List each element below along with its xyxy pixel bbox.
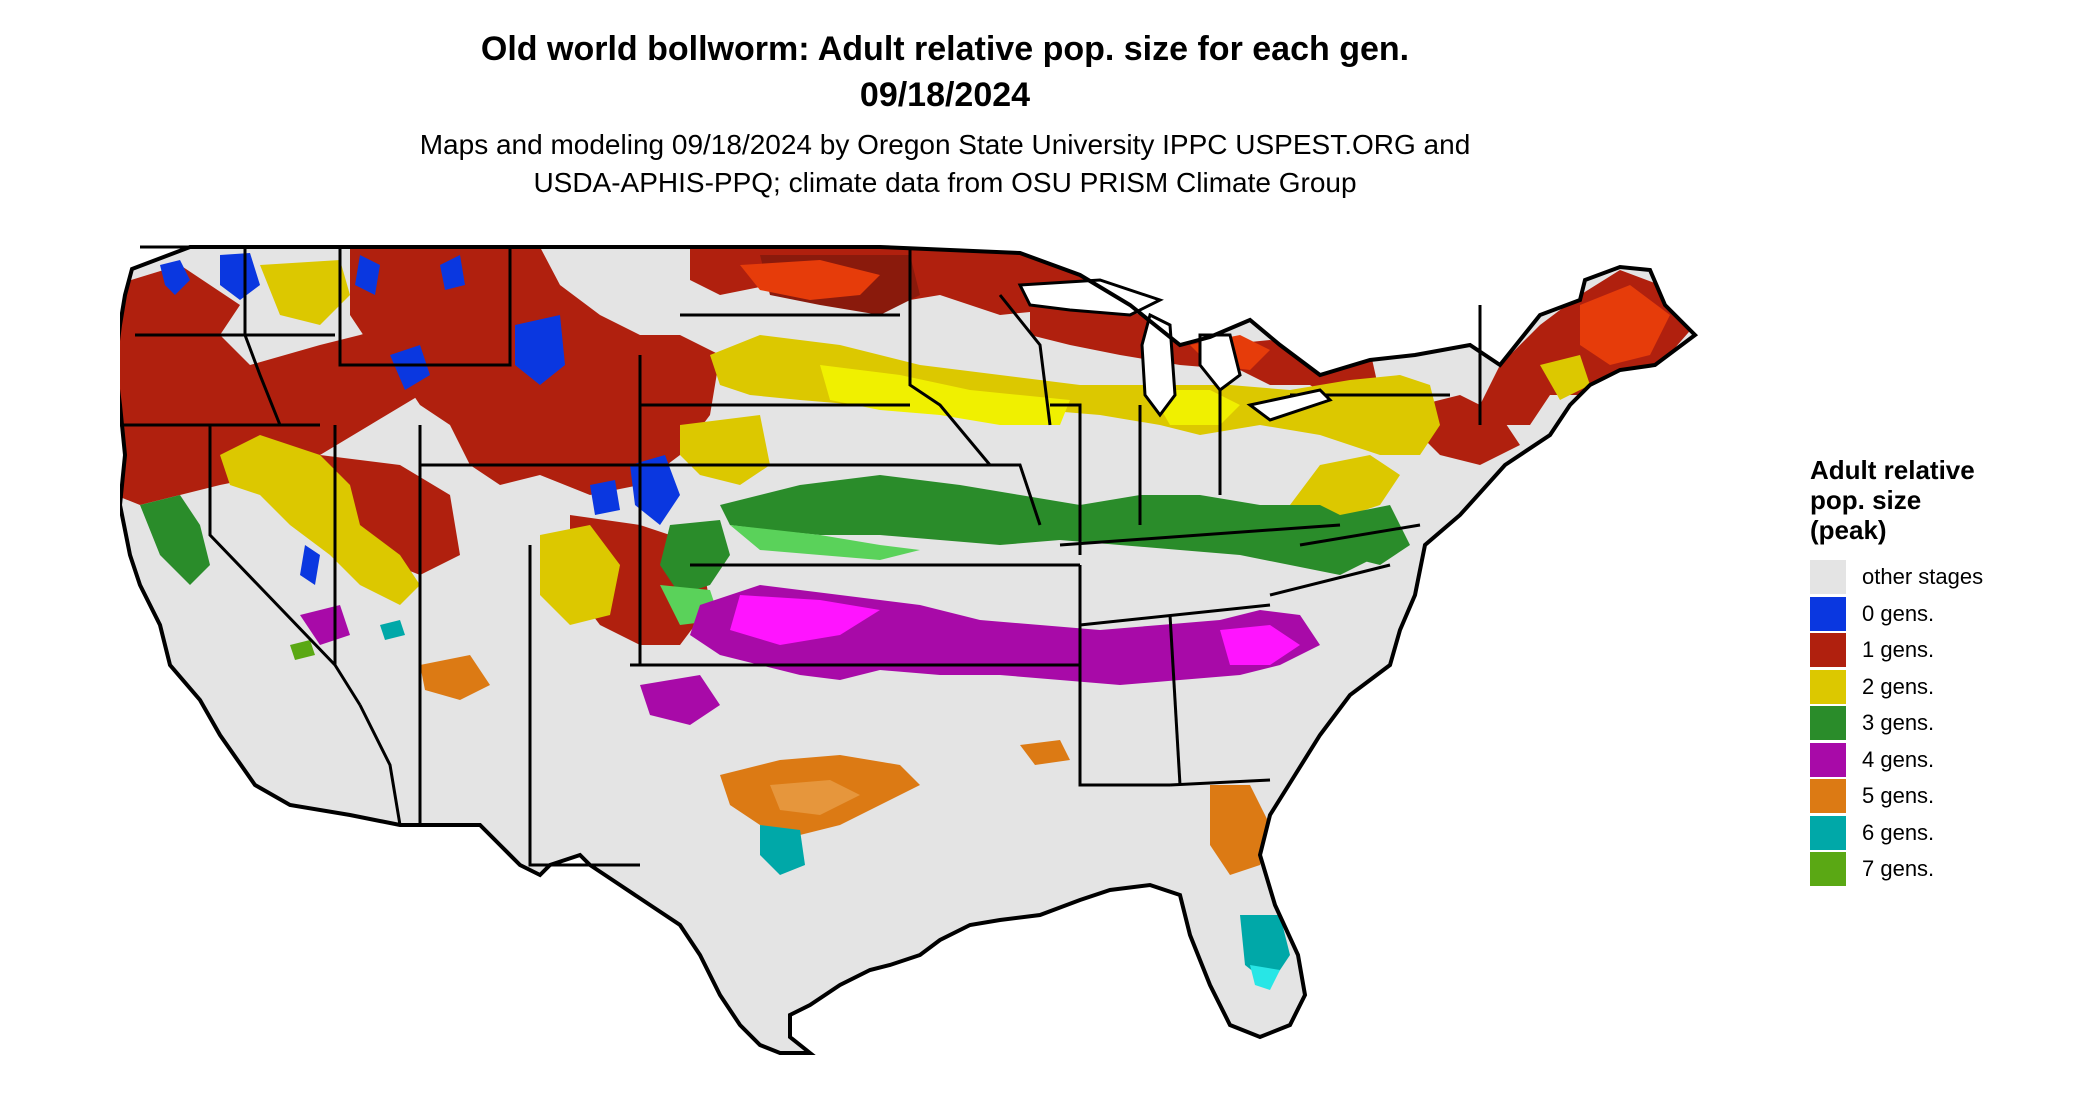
map-subtitle: Maps and modeling 09/18/2024 by Oregon S… — [0, 126, 1890, 202]
legend-title-line1: Adult relative — [1810, 455, 1975, 485]
map-subtitle-line2: USDA-APHIS-PPQ; climate data from OSU PR… — [533, 167, 1357, 198]
zone-0gen-wy — [515, 315, 565, 385]
legend: Adult relative pop. size (peak) other st… — [1810, 455, 2080, 888]
zone-3gen-southern-plains — [660, 520, 730, 595]
legend-item-other-stages: other stages — [1810, 559, 2080, 596]
legend-swatch — [1810, 596, 1846, 631]
zone-0gen-mt — [440, 255, 465, 290]
zone-0gen-id2 — [390, 345, 430, 390]
map-subtitle-line1: Maps and modeling 09/18/2024 by Oregon S… — [419, 129, 1471, 160]
zone-2gen-ne — [1540, 355, 1590, 400]
zone-2gen-ks — [680, 415, 770, 485]
legend-label: 6 gens. — [1862, 819, 1935, 845]
zone-3gen-nc — [1340, 505, 1410, 565]
legend-item-6-gens: 6 gens. — [1810, 815, 2080, 852]
border-mn-ia — [908, 247, 992, 466]
zone-6gen-az — [380, 620, 405, 640]
zone-1gen-bright-me — [1580, 285, 1670, 365]
lake-michigan — [1140, 312, 1177, 418]
border-mt-wy — [338, 247, 512, 367]
border-al-ga — [1168, 614, 1182, 786]
zone-4gen-bright2 — [1220, 625, 1300, 665]
lake-erie — [1246, 388, 1333, 422]
us-map — [120, 245, 1697, 1055]
lake-superior — [1017, 278, 1164, 317]
zone-2gen-mont — [260, 260, 350, 325]
border-ia-mo — [910, 463, 1042, 526]
generation-zones — [120, 247, 1695, 990]
zone-5gen-la — [1020, 740, 1070, 765]
zone-1gen-newyork — [1420, 395, 1520, 465]
legend-label: 7 gens. — [1862, 856, 1935, 882]
zone-1gen-utah — [320, 455, 460, 575]
zone-0gen-wa — [160, 260, 190, 295]
map-title: Old world bollworm: Adult relative pop. … — [0, 26, 1890, 118]
legend-item-5-gens: 5 gens. — [1810, 778, 2080, 815]
zone-1gen-northwest — [120, 265, 430, 505]
legend-label: other stages — [1862, 564, 1984, 590]
legend-item-0-gens: 0 gens. — [1810, 596, 2080, 633]
border-ca-nv — [208, 425, 362, 706]
border-ky-tn — [1059, 523, 1341, 547]
legend-label: 4 gens. — [1862, 746, 1935, 772]
legend-swatch — [1810, 779, 1846, 814]
legend-swatch — [1810, 706, 1846, 741]
zone-3gen-california — [140, 495, 210, 585]
zone-7gen-ca — [290, 640, 315, 660]
zone-5gen-az — [420, 655, 490, 700]
zone-5gen-light — [770, 780, 860, 815]
lake-huron — [1198, 333, 1242, 393]
zone-6gen-bright — [1250, 965, 1280, 990]
zone-0gen-sierra — [300, 545, 320, 585]
border-az-ca — [358, 704, 402, 826]
zone-0gen-idaho — [355, 255, 380, 295]
legend-item-1-gens: 1 gens. — [1810, 632, 2080, 669]
map-title-date: 09/18/2024 — [859, 76, 1031, 114]
legend-label: 5 gens. — [1862, 783, 1935, 809]
border-wi — [998, 294, 1052, 426]
border-sc-nc — [1269, 563, 1391, 597]
zone-2gen-bright — [820, 365, 1070, 425]
legend-swatch — [1810, 852, 1846, 887]
map-title-line1: Old world bollworm: Adult relative pop. … — [480, 30, 1410, 68]
zone-5gen-florida — [1210, 785, 1270, 875]
border-va-nc — [1299, 523, 1421, 547]
zone-2gen-central — [710, 335, 1440, 455]
border-il-in — [1050, 403, 1082, 555]
border-ga-fl — [1169, 778, 1271, 787]
legend-swatch — [1810, 669, 1846, 704]
legend-swatch — [1810, 560, 1846, 595]
zone-6gen-texas-tip — [760, 825, 805, 875]
zone-2gen-west — [220, 435, 420, 605]
legend-title-line3: (peak) — [1810, 515, 1887, 545]
zone-0gen-cascades — [220, 253, 260, 300]
legend-label: 2 gens. — [1862, 673, 1935, 699]
legend-label: 1 gens. — [1862, 637, 1935, 663]
legend-label: 0 gens. — [1862, 600, 1935, 626]
legend-swatch — [1810, 742, 1846, 777]
legend-swatch — [1810, 633, 1846, 668]
border-id-mt — [243, 247, 282, 426]
zone-4gen-tx — [640, 675, 720, 725]
zone-3gen-light — [730, 525, 920, 560]
legend-title: Adult relative pop. size (peak) — [1810, 455, 2080, 545]
legend-label: 3 gens. — [1862, 710, 1935, 736]
zone-4gen-bright — [730, 595, 880, 645]
legend-item-3-gens: 3 gens. — [1810, 705, 2080, 742]
zone-2gen-nm — [540, 525, 620, 625]
legend-item-2-gens: 2 gens. — [1810, 669, 2080, 706]
legend-title-line2: pop. size — [1810, 485, 1922, 515]
border-nm-tx — [528, 545, 640, 867]
legend-item-7-gens: 7 gens. — [1810, 851, 2080, 888]
zone-4gen-az — [300, 605, 350, 645]
zone-1gen-bright-mn — [740, 260, 880, 300]
zone-3gen-central — [720, 475, 1380, 575]
border-ms-al — [1078, 565, 1170, 787]
legend-swatch — [1810, 815, 1846, 850]
legend-item-4-gens: 4 gens. — [1810, 742, 2080, 779]
zone-0gen-co — [630, 455, 680, 525]
zone-0gen-co2 — [590, 480, 620, 515]
border-tn-al — [1079, 603, 1271, 627]
great-lakes — [1017, 278, 1333, 422]
